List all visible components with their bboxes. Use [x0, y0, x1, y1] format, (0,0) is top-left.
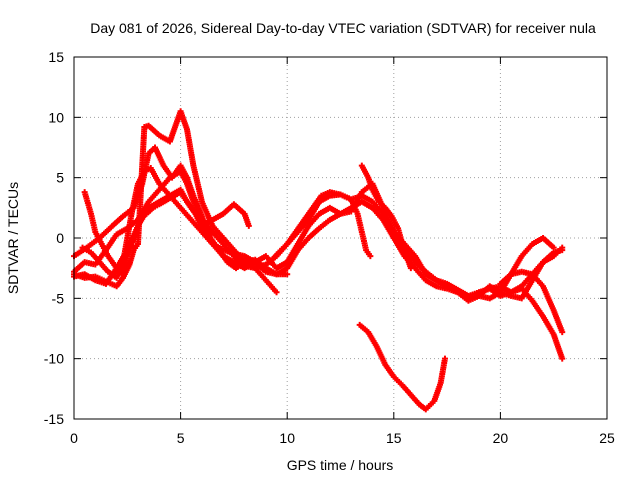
series-pass-11 — [497, 268, 566, 336]
y-tick-label: 0 — [56, 230, 64, 246]
grid-lines — [74, 57, 607, 419]
y-tick-label: -10 — [44, 351, 64, 367]
x-tick-label: 15 — [386, 430, 402, 446]
y-tick-label: 15 — [48, 49, 64, 65]
series-pass-5 — [71, 108, 280, 296]
data-point — [284, 271, 291, 278]
data-point — [441, 355, 448, 362]
data-point — [559, 355, 566, 362]
series-pass-9 — [356, 321, 448, 413]
data-point — [245, 222, 252, 229]
y-tick-label: 10 — [48, 109, 64, 125]
series-pass-8 — [358, 162, 414, 272]
x-axis-label: GPS time / hours — [287, 457, 394, 473]
x-tick-label: 25 — [599, 430, 615, 446]
data-point — [407, 265, 414, 272]
axis-ticks: 0 5 10 15 20 25 -15 -10 -5 0 5 10 15 — [44, 49, 615, 446]
chart-title: Day 081 of 2026, Sidereal Day-to-day VTE… — [90, 20, 596, 36]
data-series — [71, 108, 566, 413]
y-tick-label: 5 — [56, 170, 64, 186]
y-tick-label: -5 — [52, 290, 65, 306]
y-axis-label: SDTVAR / TECUs — [5, 182, 21, 294]
series-pass-1 — [71, 168, 566, 299]
data-point — [273, 289, 280, 296]
data-point — [367, 253, 374, 260]
series-pass-7 — [267, 189, 374, 266]
data-point — [559, 247, 566, 254]
data-point — [559, 329, 566, 336]
series-pass-6 — [79, 165, 291, 281]
plot-frame — [73, 56, 608, 420]
x-tick-label: 5 — [177, 430, 185, 446]
series-pass-10 — [476, 283, 566, 362]
x-tick-label: 0 — [70, 430, 78, 446]
x-tick-label: 20 — [493, 430, 509, 446]
y-tick-label: -15 — [44, 411, 64, 427]
x-tick-label: 10 — [279, 430, 295, 446]
